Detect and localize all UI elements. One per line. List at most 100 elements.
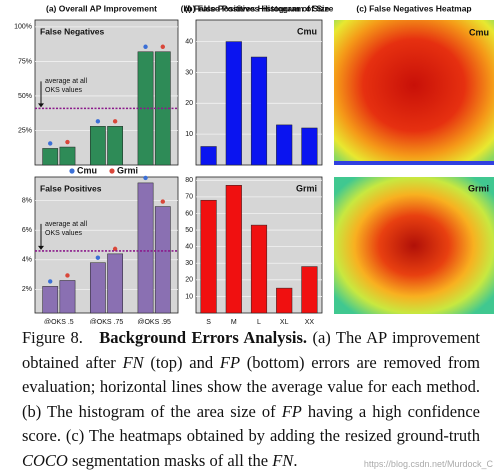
caption-text: having a high confidence score. (c) The … [22, 401, 480, 446]
panel-title: (c) False Negatives Heatmap [356, 3, 471, 13]
y-tick-label: 50% [18, 93, 32, 100]
series-dot [48, 141, 53, 146]
caption-text: Background Errors Analysis. [99, 328, 308, 347]
x-tick-label: M [231, 319, 237, 324]
x-tick-label: @OKS .5 [44, 319, 74, 324]
series-dot [143, 175, 148, 181]
x-tick-label: @OKS .75 [90, 319, 124, 324]
bar [200, 199, 217, 314]
bar [107, 253, 124, 314]
bar [276, 287, 293, 314]
y-tick-label: 40 [185, 38, 193, 45]
bar [301, 266, 318, 314]
bar [89, 126, 106, 166]
y-tick-label: 25% [18, 127, 32, 134]
panel-label: False Negatives [40, 26, 105, 36]
legend-label: Cmu [77, 165, 97, 175]
caption-text: FP [281, 401, 302, 421]
bar [59, 280, 76, 314]
bar [42, 286, 59, 314]
arrow-head [38, 245, 44, 250]
bar [42, 148, 59, 166]
y-tick-label: 60 [185, 210, 193, 217]
caption-text: COCO [22, 450, 68, 470]
series-dot [65, 139, 70, 145]
average-label: OKS values [45, 230, 82, 237]
y-tick-label: 8% [22, 197, 32, 204]
legend-label: Grmi [117, 165, 138, 175]
series-dot [65, 273, 70, 278]
bar [154, 206, 171, 314]
bar [225, 185, 242, 314]
y-tick-label: 10 [185, 293, 193, 300]
legend-marker [109, 168, 115, 174]
plot-area [34, 176, 179, 314]
watermark: https://blog.csdn.net/Murdock_C [363, 459, 493, 469]
figure: (b) False Positives Histogram of Size (c… [14, 3, 494, 324]
heatmap-label: Cmu [469, 27, 489, 37]
caption-text: . [293, 450, 298, 470]
average-label: average at all [45, 78, 87, 85]
series-dot [48, 279, 53, 284]
series-dot [160, 44, 165, 49]
caption-text: FN [272, 450, 294, 470]
average-label: OKS values [45, 87, 82, 94]
y-tick-label: 20 [185, 100, 193, 107]
y-tick-label: 100% [14, 24, 32, 31]
heatmap [334, 177, 494, 314]
y-tick-label: 75% [18, 58, 32, 65]
y-tick-label: 70 [185, 194, 193, 201]
caption: Figure 8. Background Errors Analysis. (a… [22, 326, 480, 473]
caption-text: (a) The AP improvement obtained after [22, 328, 480, 372]
caption-text: (bottom) errors are removed from evaluat… [22, 352, 481, 421]
y-tick-label: 6% [22, 227, 32, 234]
arrow-head [38, 103, 44, 108]
bar [200, 146, 217, 166]
bar [225, 41, 242, 166]
bar [137, 182, 154, 314]
caption-text: Figure 8. [22, 328, 83, 347]
bar [59, 146, 76, 166]
series-dot [112, 119, 118, 124]
x-tick-label: XX [305, 319, 315, 324]
y-tick-label: 4% [22, 257, 32, 264]
bar [89, 262, 106, 314]
y-tick-label: 20 [185, 277, 193, 284]
y-tick-label: 30 [185, 260, 193, 267]
heatmap-edge [334, 161, 494, 165]
y-tick-label: 40 [185, 244, 193, 251]
bar [276, 124, 293, 166]
y-tick-label: 80 [185, 177, 193, 184]
caption-text: (top) and [150, 352, 214, 372]
y-tick-label: 2% [22, 286, 32, 293]
bar [250, 224, 268, 314]
bar [250, 56, 268, 166]
y-tick-label: 30 [185, 69, 193, 76]
panel-label: Grmi [296, 183, 317, 193]
series-dot [95, 119, 101, 124]
heatmap-label: Grmi [468, 183, 489, 193]
panel-title: (a) Overall AP Improvement [46, 3, 157, 13]
panel-label: Cmu [297, 26, 317, 36]
bar [301, 127, 318, 166]
x-tick-label: L [257, 319, 261, 324]
panel-label: False Positives [40, 183, 102, 193]
series-dot [160, 199, 165, 204]
bar [107, 126, 124, 166]
y-tick-label: 50 [185, 227, 193, 234]
series-dot [143, 44, 148, 49]
panel-title: (b) False Positives Histogram of Size [185, 3, 334, 13]
plot-area [34, 19, 179, 166]
average-label: average at all [45, 221, 87, 228]
panel-title: (b) False Positives Histogram of Size [181, 3, 330, 13]
x-tick-label: XL [280, 319, 289, 324]
x-tick-label: @OKS .95 [137, 319, 171, 324]
series-dot [112, 246, 118, 252]
caption-text: FN [122, 352, 144, 372]
legend-marker [69, 168, 75, 174]
series-dot [95, 255, 101, 260]
caption-text: segmentation masks of all the [71, 450, 269, 470]
y-tick-label: 10 [185, 131, 193, 138]
x-tick-label: S [206, 319, 211, 324]
